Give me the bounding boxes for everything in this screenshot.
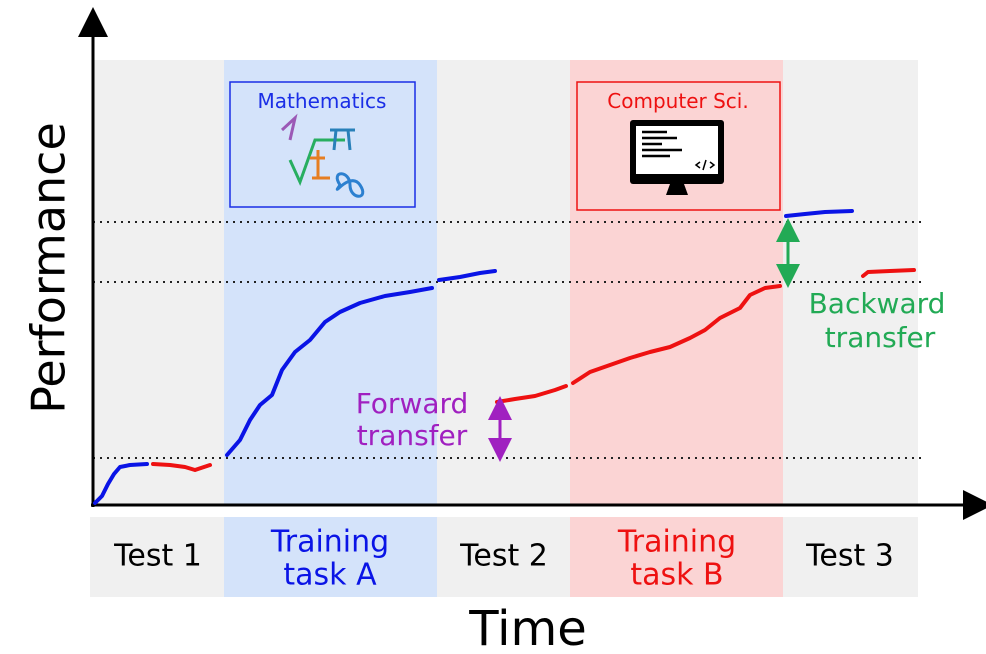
backward-label: Backward [809, 287, 946, 320]
forward-label: transfer [357, 419, 468, 452]
phase-label: Training [270, 525, 389, 560]
curve [93, 462, 149, 505]
cs-label: Computer Sci. [607, 89, 748, 113]
curve [861, 268, 916, 278]
curve [151, 462, 212, 472]
curve [571, 284, 782, 385]
phase-a-bg [224, 517, 437, 597]
backward-label: transfer [825, 321, 936, 354]
phase-label: Test 3 [805, 539, 894, 574]
cs-box [576, 81, 781, 211]
math-label: Mathematics [258, 89, 387, 113]
phase-label: Training [617, 525, 736, 560]
cs-icon [630, 120, 724, 195]
math-box [229, 81, 416, 208]
curve [437, 269, 497, 282]
math-icon [280, 113, 365, 198]
phase-label: Test 2 [459, 539, 548, 574]
phase-label: Test 1 [113, 539, 202, 574]
curve [784, 209, 854, 218]
phase-label: task A [283, 558, 377, 593]
phase-label: task B [630, 558, 723, 593]
curve [225, 286, 434, 457]
y-axis-title: Performance [22, 122, 76, 414]
forward-label: Forward [356, 387, 469, 420]
x-axis-title: Time [468, 601, 586, 654]
phase-b-bg [570, 517, 783, 597]
